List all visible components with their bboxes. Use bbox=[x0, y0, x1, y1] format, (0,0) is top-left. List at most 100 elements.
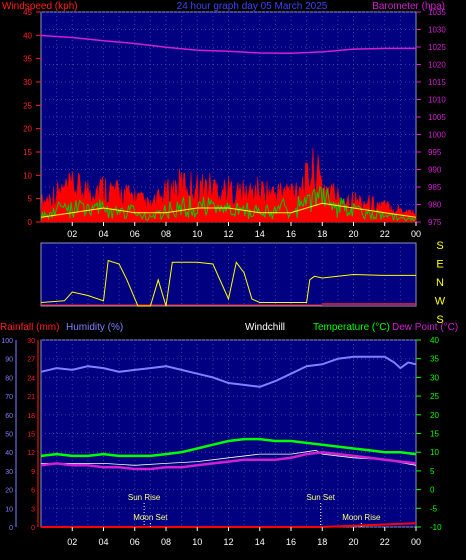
sun-moon-annotation: Sun Rise bbox=[128, 493, 161, 502]
barometer-tick: 1020 bbox=[428, 61, 446, 70]
wind-direction-line bbox=[40, 259, 416, 307]
barometer-tick: 980 bbox=[428, 201, 442, 210]
wind-speed-tick: 45 bbox=[23, 8, 32, 17]
temperature-tick: 30 bbox=[430, 373, 439, 382]
rain-tick: 24 bbox=[27, 375, 35, 382]
hour-tick-label: 12 bbox=[223, 537, 233, 547]
hour-tick-label: 14 bbox=[255, 537, 265, 547]
windchill-line bbox=[41, 449, 417, 466]
hour-tick-label: 02 bbox=[67, 537, 77, 547]
hour-tick-label: 06 bbox=[130, 537, 140, 547]
hour-tick-label: 08 bbox=[161, 229, 171, 239]
rain-tick: 15 bbox=[27, 432, 35, 439]
wind-speed-tick: 10 bbox=[23, 171, 32, 180]
sun-moon-annotation: Moon Rise bbox=[342, 513, 381, 522]
dewpoint-label: Dew Point (°C) bbox=[392, 322, 458, 333]
wind-speed-line bbox=[40, 185, 417, 222]
barometer-tick: 1005 bbox=[428, 113, 446, 122]
rain-tick: 21 bbox=[27, 394, 35, 401]
wind-speed-tick: 35 bbox=[23, 55, 32, 64]
humidity-line bbox=[40, 355, 417, 388]
temperature-tick: -10 bbox=[430, 523, 442, 532]
temperature-tick: 0 bbox=[430, 486, 435, 495]
humidity-tick: 60 bbox=[5, 413, 13, 420]
hour-tick-label: 18 bbox=[317, 229, 327, 239]
temperature-line bbox=[40, 437, 417, 458]
hour-tick-label: 10 bbox=[192, 537, 202, 547]
humidity-tick: 0 bbox=[9, 525, 13, 532]
humidity-tick: 30 bbox=[5, 469, 13, 476]
barometer-tick: 1035 bbox=[428, 8, 446, 17]
hour-tick-label: 12 bbox=[223, 229, 233, 239]
rain-tick: 9 bbox=[31, 469, 35, 476]
hour-tick-label: 14 bbox=[255, 229, 265, 239]
direction-compass-label: S bbox=[436, 314, 443, 326]
wind-speed-tick: 25 bbox=[23, 101, 32, 110]
barometer-tick: 990 bbox=[428, 166, 442, 175]
hour-tick-label: 20 bbox=[348, 229, 358, 239]
temperature-tick: 15 bbox=[430, 430, 439, 439]
rain-tick: 18 bbox=[27, 413, 35, 420]
direction-compass-label: N bbox=[436, 277, 444, 289]
rain-tick: 12 bbox=[27, 450, 35, 457]
wind-average-line bbox=[40, 202, 417, 218]
hour-tick-label: 02 bbox=[67, 229, 77, 239]
hour-tick-label: 08 bbox=[161, 537, 171, 547]
direction-compass-label: W bbox=[435, 296, 446, 308]
barometer-line bbox=[40, 34, 416, 55]
direction-compass-label: S bbox=[436, 240, 443, 252]
rain-tick: 27 bbox=[27, 357, 35, 364]
humidity-tick: 70 bbox=[5, 394, 13, 401]
wind-axis-label: Windspeed (kph) bbox=[2, 1, 78, 12]
temperature-tick: 35 bbox=[430, 355, 439, 364]
sun-moon-annotation: Sun Set bbox=[306, 493, 335, 502]
hour-tick-label: 22 bbox=[380, 229, 390, 239]
hour-tick-label: 10 bbox=[192, 229, 202, 239]
hour-tick-label: 06 bbox=[130, 229, 140, 239]
rain-axis-label: Rainfall (mm) bbox=[0, 322, 59, 333]
barometer-tick: 985 bbox=[428, 183, 442, 192]
temperature-axis-label: Temperature (°C) bbox=[313, 322, 390, 333]
rain-tick: 0 bbox=[31, 525, 35, 532]
wind-speed-tick: 30 bbox=[23, 78, 32, 87]
barometer-tick: 1025 bbox=[428, 43, 446, 52]
chart-title: 24 hour graph day 05 March 2025 bbox=[177, 1, 328, 12]
barometer-tick: 1000 bbox=[428, 131, 446, 140]
humidity-tick: 40 bbox=[5, 450, 13, 457]
hour-tick-label: 04 bbox=[98, 229, 108, 239]
humidity-tick: 90 bbox=[5, 357, 13, 364]
wind-speed-tick: 40 bbox=[23, 31, 32, 40]
temperature-tick: 5 bbox=[430, 467, 435, 476]
humidity-tick: 20 bbox=[5, 488, 13, 495]
wind-speed-tick: 15 bbox=[23, 148, 32, 157]
hour-tick-label: 00 bbox=[411, 537, 421, 547]
humidity-axis-label: Humidity (%) bbox=[66, 322, 123, 333]
wind-speed-tick: 5 bbox=[28, 195, 33, 204]
dewpoint-line bbox=[40, 450, 417, 471]
barometer-tick: 1010 bbox=[428, 96, 446, 105]
hour-tick-label: 22 bbox=[380, 537, 390, 547]
windchill-label: Windchill bbox=[245, 322, 285, 333]
temperature-tick: 20 bbox=[430, 411, 439, 420]
hour-tick-label: 04 bbox=[98, 537, 108, 547]
hour-tick-label: 16 bbox=[286, 229, 296, 239]
barometer-tick: 975 bbox=[428, 218, 442, 227]
rain-tick: 6 bbox=[31, 488, 35, 495]
humidity-tick: 100 bbox=[1, 338, 13, 345]
temperature-tick: 40 bbox=[430, 336, 439, 345]
hour-tick-label: 16 bbox=[286, 537, 296, 547]
wind-speed-tick: 20 bbox=[23, 125, 32, 134]
hour-tick-label: 00 bbox=[411, 229, 421, 239]
rain-tick: 3 bbox=[31, 506, 35, 513]
temperature-tick: 10 bbox=[430, 448, 439, 457]
temperature-tick: -5 bbox=[430, 504, 438, 513]
sun-moon-annotation: Moon Set bbox=[133, 513, 168, 522]
direction-compass-label: E bbox=[436, 259, 443, 271]
humidity-tick: 10 bbox=[5, 506, 13, 513]
hour-tick-label: 20 bbox=[348, 537, 358, 547]
temperature-tick: 25 bbox=[430, 392, 439, 401]
humidity-tick: 80 bbox=[5, 375, 13, 382]
hour-tick-label: 18 bbox=[317, 537, 327, 547]
wind-speed-tick: 0 bbox=[28, 218, 33, 227]
